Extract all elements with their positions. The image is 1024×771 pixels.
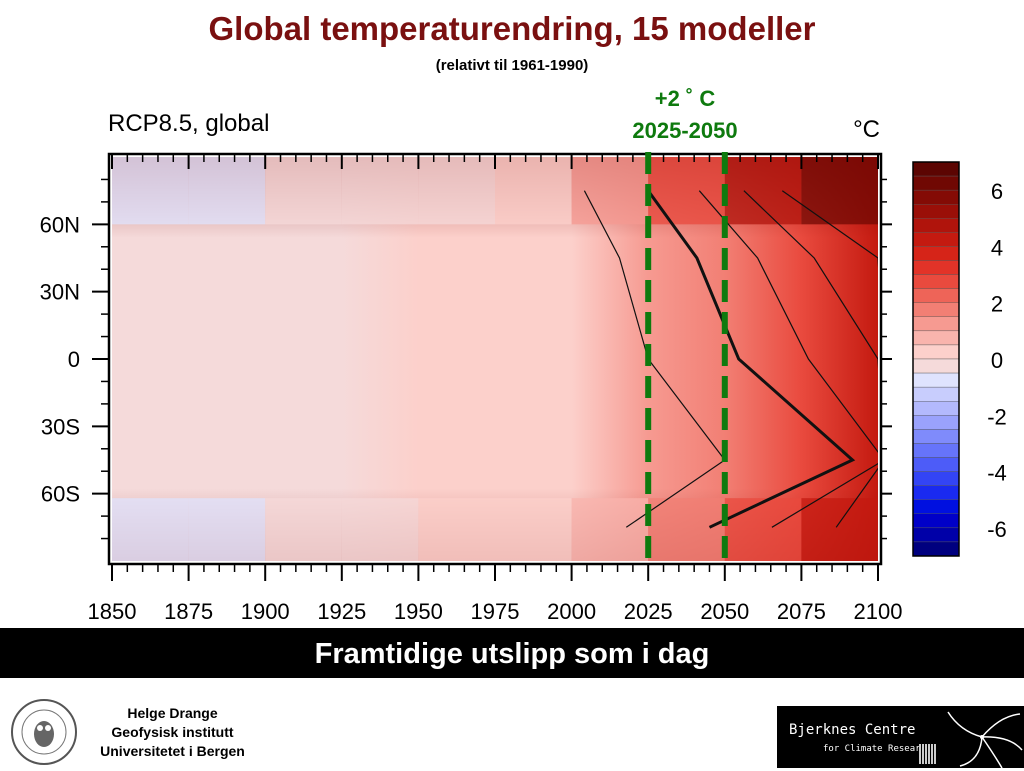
contour-line [743, 190, 878, 528]
x-tick-label: 1925 [317, 599, 366, 624]
colorbar-swatch [912, 204, 960, 219]
x-tick-label: 1850 [88, 599, 137, 624]
y-tick-label: 30N [40, 280, 80, 305]
banner-text: Framtidige utslipp som i dag [0, 628, 1024, 678]
band-cell [418, 157, 495, 225]
heatmap-area [112, 157, 878, 561]
band-cell [418, 498, 495, 561]
colorbar-swatch [912, 443, 960, 458]
university-seal [8, 698, 80, 771]
colorbar-swatch [912, 527, 960, 543]
annotation-warming: +2 ˚ C [654, 86, 716, 111]
slide-title: Global temperaturendring, 15 modeller [208, 10, 816, 47]
x-tick-label: 2075 [777, 599, 826, 624]
band-cell [188, 498, 266, 561]
colorbar-frame [912, 161, 960, 557]
author-university: Universitetet i Bergen [100, 743, 245, 759]
colorbar-swatch [912, 541, 960, 557]
colorbar-swatch [912, 358, 960, 374]
band-cell [571, 157, 649, 225]
y-tick-label: 60N [40, 212, 80, 237]
temperature-chart: RCP8.5, global °C 1850 1875 1900 1925 1950 19… [40, 110, 1007, 624]
band-cell [112, 157, 189, 225]
colorbar-swatch [912, 302, 960, 317]
colorbar-swatch [912, 415, 960, 430]
colorbar-swatch [912, 274, 960, 289]
x-tick-label: 2000 [547, 599, 596, 624]
colorbar-swatch [912, 457, 960, 472]
y-tick-label: 0 [68, 347, 80, 372]
colorbar-label: 0 [991, 348, 1003, 373]
band-cell [648, 498, 725, 561]
colorbar-swatch [912, 189, 960, 205]
colorbar-label: -2 [987, 404, 1007, 429]
band-cell [801, 157, 878, 225]
contour-line [698, 190, 878, 528]
colorbar-label: 4 [991, 235, 1003, 260]
colorbar-label: -4 [987, 461, 1007, 486]
period-markers [645, 152, 728, 562]
band-cell [801, 498, 878, 561]
x-tick-label: 1900 [241, 599, 290, 624]
x-tick-label: 1875 [164, 599, 213, 624]
colorbar-swatch [912, 386, 960, 402]
colorbar-label: -6 [987, 517, 1007, 542]
colorbar-swatch [912, 372, 960, 388]
colorbar-label: 6 [991, 179, 1003, 204]
contour-line [646, 189, 856, 529]
y-tick-label: 60S [41, 482, 80, 507]
author-name: Helge Drange [127, 705, 218, 721]
x-tick-label: 2025 [624, 599, 673, 624]
colorbar-swatch [912, 429, 960, 444]
logo-name: Bjerknes Centre [789, 722, 916, 738]
colorbar-swatch [912, 161, 960, 177]
slide-subtitle: (relativt til 1961-1990) [435, 57, 589, 74]
chart-axes: 1850 1875 1900 1925 1950 1975 2000 2025 2050 2075… [40, 152, 903, 624]
colorbar-swatch [912, 288, 960, 303]
unit-label: °C [853, 116, 880, 143]
band-cell [265, 157, 342, 225]
annotation-period: 2025-2050 [632, 118, 738, 143]
band-cell [112, 498, 189, 561]
bjerknes-logo: Bjerknes Centre for Climate Research [777, 706, 1024, 768]
colorbar-swatch [912, 246, 960, 261]
colorbar: 6 4 2 0 -2 -4 -6 [912, 161, 1007, 557]
band-cell [724, 498, 802, 561]
logo-grid-icon [919, 744, 937, 764]
x-tick-label: 1950 [394, 599, 443, 624]
colorbar-swatch [912, 344, 960, 360]
band-cell [188, 157, 266, 225]
colorbar-swatch [912, 513, 960, 529]
colorbar-label: 2 [991, 292, 1003, 317]
colorbar-swatch [912, 471, 960, 486]
chart-title: RCP8.5, global [108, 110, 269, 137]
band-cell [724, 157, 802, 225]
logo-swirl-icon [947, 711, 1023, 768]
colorbar-swatch [912, 316, 960, 332]
x-tick-label: 1975 [471, 599, 520, 624]
band-cell [648, 157, 725, 225]
band-cell [495, 498, 572, 561]
colorbar-swatch [912, 499, 960, 514]
contour-line [781, 190, 878, 268]
x-tick-label: 2050 [700, 599, 749, 624]
colorbar-swatch [912, 401, 960, 416]
y-tick-label: 30S [41, 414, 80, 439]
colorbar-swatch [912, 330, 960, 346]
band-cell [265, 498, 342, 561]
band-cell [571, 498, 649, 561]
colorbar-swatch [912, 485, 960, 500]
colorbar-swatch [912, 218, 960, 233]
colorbar-swatch [912, 260, 960, 275]
band-cell [341, 498, 419, 561]
logo-subtitle: for Climate Research [823, 744, 932, 754]
author-department: Geofysisk institutt [111, 724, 234, 740]
colorbar-swatch [912, 175, 960, 191]
x-tick-label: 2100 [854, 599, 903, 624]
band-cell [341, 157, 419, 225]
band-cell [495, 157, 572, 225]
colorbar-swatch [912, 232, 960, 247]
